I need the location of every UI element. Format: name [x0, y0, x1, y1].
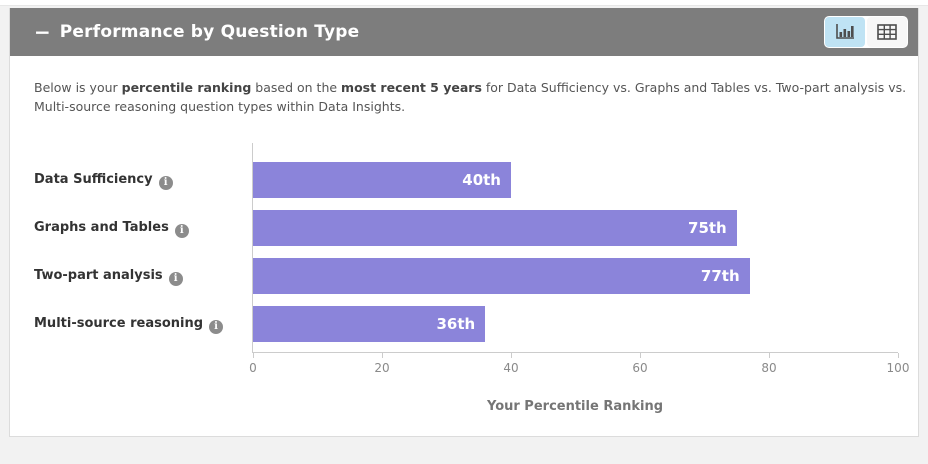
x-axis-title: Your Percentile Ranking — [486, 399, 664, 414]
description-text: based on the — [251, 80, 342, 95]
info-icon[interactable]: i — [168, 272, 183, 286]
x-axis-tick-label: 100 — [886, 361, 910, 375]
description-text: for Data Sufficiency vs. Graphs and Tabl… — [34, 80, 907, 114]
x-axis-tick-label: 40 — [503, 361, 519, 375]
info-icon[interactable]: i — [158, 176, 173, 190]
performance-panel: − Performance by Question Type — [9, 8, 919, 437]
panel-title: Performance by Question Type — [59, 22, 360, 42]
info-icon[interactable]: i — [209, 320, 224, 334]
x-axis-tick — [253, 353, 254, 358]
panel-header: − Performance by Question Type — [10, 8, 918, 56]
category-text: Graphs and Tables — [34, 220, 169, 235]
x-axis-tick-label: 20 — [374, 361, 390, 375]
x-axis-tick — [511, 353, 512, 358]
bar-two-part-analysis: 77th — [253, 258, 750, 294]
page-top-strip — [0, 0, 928, 6]
collapse-icon[interactable]: − — [34, 20, 51, 44]
description-bold-years: most recent 5 years — [341, 80, 482, 95]
x-axis-tick — [769, 353, 770, 358]
table-grid-icon — [877, 24, 897, 40]
x-axis-tick-label: 60 — [632, 361, 648, 375]
chart-view-button[interactable] — [825, 17, 865, 47]
x-axis-tick — [898, 353, 899, 358]
view-toggle-group — [824, 16, 908, 48]
x-axis-tick-label: 80 — [761, 361, 777, 375]
x-axis-tick-label: 0 — [249, 361, 257, 375]
description-text: Below is your — [34, 80, 122, 95]
category-label-multi-source-reasoning: Multi-source reasoning i — [34, 306, 250, 342]
info-icon[interactable]: i — [174, 224, 189, 238]
category-label-graphs-and-tables: Graphs and Tables i — [34, 210, 250, 246]
category-label-two-part-analysis: Two-part analysis i — [34, 258, 250, 294]
bar-value-label: 75th — [688, 219, 727, 237]
category-text: Two-part analysis — [34, 268, 163, 283]
bar-multi-source-reasoning: 36th — [253, 306, 486, 342]
x-axis-tick — [382, 353, 383, 358]
bar-chart-plot-area: 40th 75th 77th 36th 0 20 40 60 80 100 — [249, 143, 909, 375]
x-axis-tick — [640, 353, 641, 358]
category-text: Data Sufficiency — [34, 172, 153, 187]
bar-value-label: 36th — [436, 315, 476, 333]
category-label-data-sufficiency: Data Sufficiency i — [34, 162, 250, 198]
description-bold-percentile: percentile ranking — [121, 80, 252, 95]
bar-data-sufficiency: 40th — [253, 162, 511, 198]
category-text: Multi-source reasoning — [34, 316, 204, 331]
bar-value-label: 77th — [700, 267, 740, 285]
bar-value-label: 40th — [462, 171, 501, 189]
bar-chart-icon — [834, 23, 856, 41]
table-view-button[interactable] — [867, 17, 907, 47]
chart-description: Below is your percentile ranking based o… — [34, 79, 920, 117]
bar-graphs-and-tables: 75th — [253, 210, 737, 246]
